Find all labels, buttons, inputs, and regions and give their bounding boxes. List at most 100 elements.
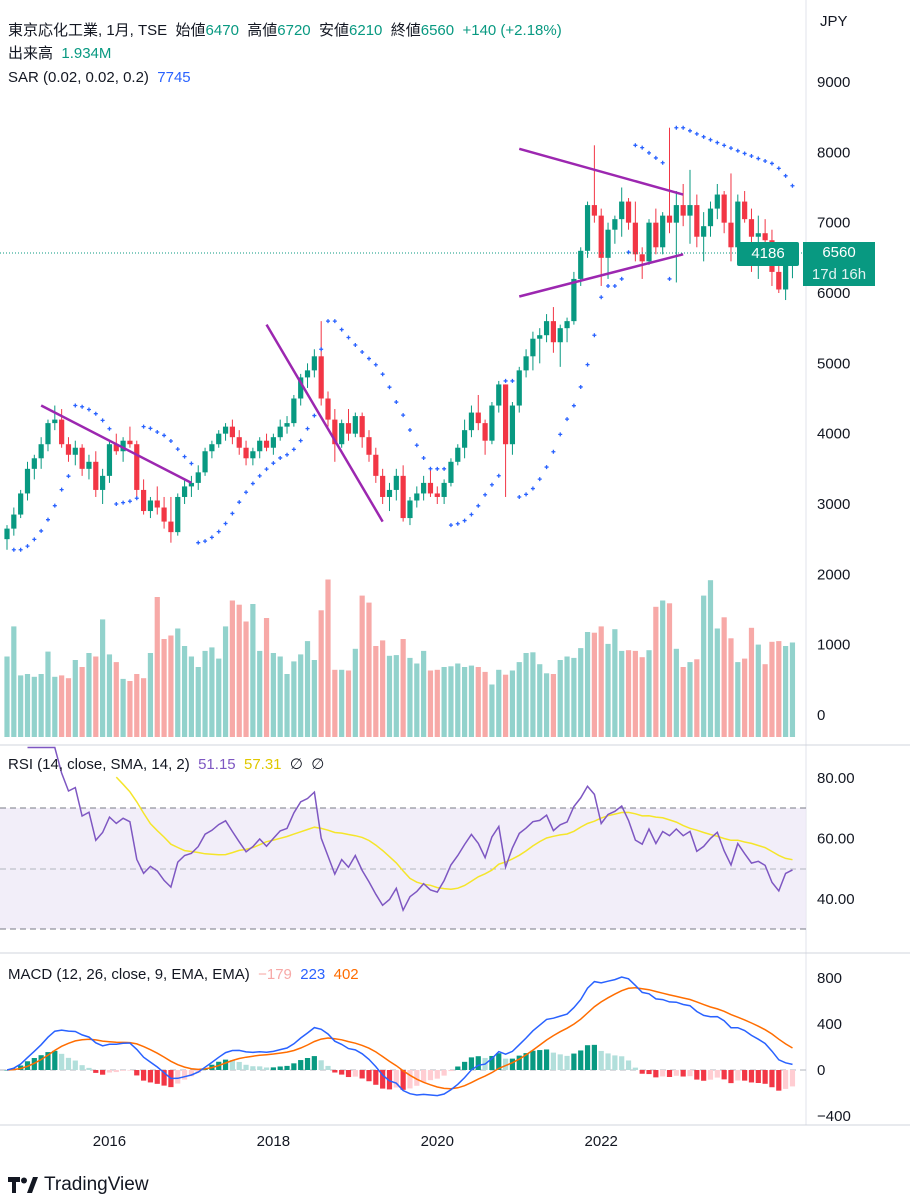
volume-bar	[687, 662, 693, 737]
volume-bar	[31, 676, 37, 737]
macd-legend[interactable]: MACD (12, 26, close, 9, EMA, EMA) −179 2…	[8, 965, 359, 985]
macd-histogram-bar	[277, 1066, 283, 1070]
volume-bar	[106, 654, 113, 737]
volume-bar	[325, 579, 331, 737]
volume-bar	[59, 675, 65, 737]
macd-histogram-bar	[755, 1070, 761, 1084]
sar-dot	[45, 517, 50, 522]
macd-axis-tick: 0	[817, 1062, 825, 1079]
volume-bar	[298, 654, 304, 737]
volume-bar	[783, 646, 789, 737]
sar-dot	[667, 276, 672, 281]
candle-body	[4, 528, 10, 540]
volume-bar	[18, 675, 24, 737]
sar-dot	[230, 511, 235, 516]
candle-body	[332, 419, 338, 445]
sar-dot	[387, 385, 392, 390]
sar-dot	[585, 362, 590, 367]
candle-body	[100, 475, 106, 490]
volume-bar	[468, 665, 475, 737]
sar-dot	[66, 474, 71, 479]
volume-bar	[502, 674, 509, 737]
volume-bar	[318, 610, 324, 737]
price-axis-tick: 3000	[817, 496, 850, 513]
macd-histogram-bar	[45, 1052, 51, 1070]
macd-histogram-bar	[666, 1070, 673, 1077]
candle-body	[45, 423, 51, 445]
sar-dot	[11, 547, 16, 552]
candle-body	[209, 444, 215, 452]
volume-legend[interactable]: 出来高 1.934M	[8, 44, 111, 64]
volume-bar	[666, 603, 673, 737]
macd-pane[interactable]	[0, 976, 806, 1097]
candle-body	[578, 250, 584, 279]
price-pane[interactable]	[0, 0, 910, 1126]
candle-body	[543, 321, 550, 336]
volume-bar	[352, 648, 358, 737]
macd-histogram-bar	[735, 1070, 741, 1081]
candle-body	[400, 475, 406, 519]
tradingview-logo[interactable]: TradingView	[8, 1174, 149, 1196]
sar-dot	[749, 154, 754, 159]
macd-histogram-bar	[598, 1050, 604, 1070]
symbol-title[interactable]: 東京応化工業, 1月, TSE	[8, 22, 168, 39]
macd-histogram-bar	[393, 1070, 399, 1088]
macd-histogram-bar	[359, 1070, 365, 1079]
sar-dot	[360, 349, 365, 354]
sar-dot	[285, 452, 290, 457]
last-price-value: 6560	[822, 244, 856, 261]
sar-dot	[250, 481, 255, 486]
volume-bar	[755, 644, 761, 737]
sar-dot	[134, 496, 139, 501]
candle-body	[653, 222, 659, 248]
time-axis-tick: 2022	[585, 1133, 618, 1150]
volume-bar	[742, 658, 748, 737]
sar-dot	[503, 378, 508, 383]
candle-body	[550, 321, 556, 343]
candle-body	[448, 461, 454, 483]
time-axis-tick: 2016	[93, 1133, 126, 1150]
candle-body	[666, 215, 673, 223]
macd-histogram-bar	[386, 1070, 393, 1090]
candle-body	[318, 356, 324, 399]
volume-bar	[332, 669, 338, 737]
macd-line	[6, 976, 793, 1097]
candle-body	[523, 356, 529, 371]
sar-dot	[626, 250, 631, 255]
candle-body	[380, 475, 386, 497]
macd-histogram-bar	[263, 1067, 270, 1070]
sar-legend[interactable]: SAR (0.02, 0.02, 0.2) 7745	[8, 68, 191, 88]
volume-bar	[564, 656, 570, 737]
volume-bar	[496, 669, 502, 737]
rsi-legend[interactable]: RSI (14, close, SMA, 14, 2) 51.15 57.31 …	[8, 755, 324, 775]
volume-bar	[147, 653, 154, 737]
macd-histogram-bar	[653, 1070, 659, 1078]
rsi-pane[interactable]	[0, 746, 806, 930]
volume-bar	[728, 638, 734, 737]
macd-histogram-bar	[380, 1070, 386, 1089]
volume-bar	[168, 635, 174, 737]
volume-bar	[45, 651, 51, 737]
volume-bar	[543, 673, 550, 737]
macd-histogram-bar	[721, 1070, 727, 1080]
macd-histogram-bar	[530, 1050, 536, 1070]
sar-dot	[332, 319, 337, 324]
volume-bar	[229, 600, 235, 737]
sar-dot	[606, 283, 611, 288]
sar-dot	[93, 411, 98, 416]
volume-bar	[263, 618, 270, 737]
volume-bar	[400, 639, 406, 737]
macd-histogram-bar	[468, 1057, 475, 1070]
macd-histogram-bar	[236, 1061, 242, 1070]
sar-dot	[168, 439, 173, 444]
macd-histogram-bar	[93, 1070, 99, 1073]
macd-histogram-bar	[257, 1066, 263, 1070]
volume-bar	[339, 669, 345, 737]
close-value: 6560	[420, 22, 455, 39]
volume-bar	[100, 619, 106, 737]
sar-dot	[776, 166, 781, 171]
candle-body	[755, 233, 761, 237]
macd-histogram-bar	[72, 1060, 78, 1070]
macd-histogram-bar	[147, 1070, 154, 1083]
